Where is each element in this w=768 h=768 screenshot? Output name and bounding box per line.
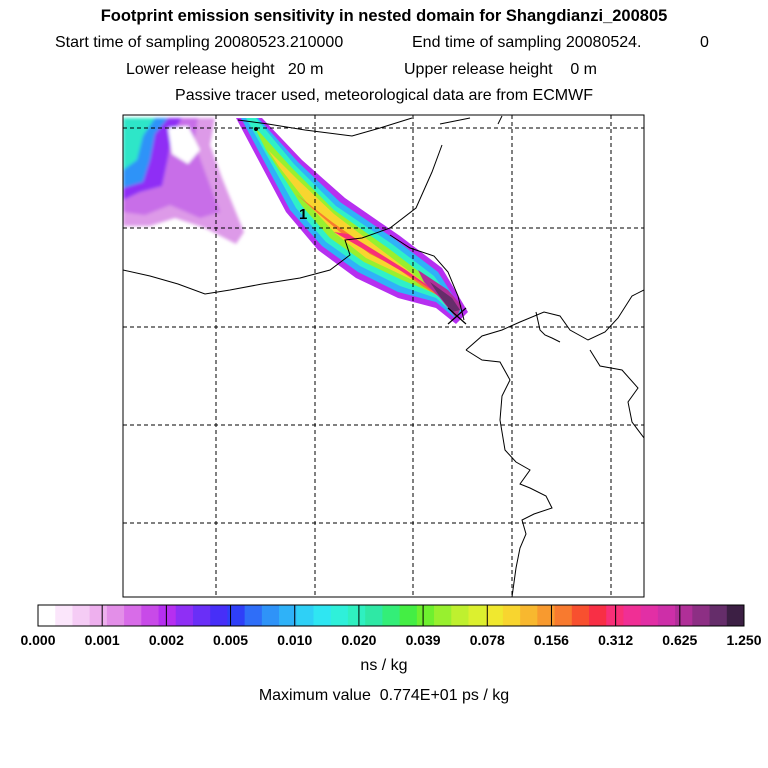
colorbar-frame xyxy=(37,604,745,627)
colorbar-cell xyxy=(692,605,710,626)
colorbar-cell xyxy=(141,605,159,626)
receptor-marker xyxy=(447,307,467,325)
colorbar-cell xyxy=(313,605,332,626)
release-lower-value: 20 m xyxy=(287,61,324,78)
map-label: 1 xyxy=(299,206,307,223)
colorbar-cell xyxy=(296,605,314,626)
colorbar-cell xyxy=(55,605,73,626)
site-dot xyxy=(254,127,258,131)
release-lower: Lower release height 20 m xyxy=(126,62,323,78)
colorbar-cell xyxy=(210,605,228,626)
coastline-peninsula xyxy=(465,289,644,351)
release-upper: Upper release height 0 m xyxy=(404,62,597,78)
colorbar-cell xyxy=(640,605,659,626)
chart-title: Footprint emission sensitivity in nested… xyxy=(100,7,668,25)
colorbar-cell xyxy=(279,605,297,626)
sampling-end-value: 20080524. xyxy=(565,34,642,51)
plot-area: 1 xyxy=(123,115,644,597)
colorbar-tick-label: 0.078 xyxy=(470,632,505,648)
colorbar-cell xyxy=(192,605,211,626)
colorbar-cell xyxy=(451,605,469,626)
colorbar-tick-label: 0.005 xyxy=(213,632,248,648)
colorbar xyxy=(38,605,745,626)
colorbar-tick-label: 0.002 xyxy=(149,632,184,648)
colorbar-cell xyxy=(657,605,676,626)
sampling-start-label: Start time of sampling xyxy=(55,34,210,51)
colorbar-tick-label: 1.250 xyxy=(726,632,761,648)
release-upper-label: Upper release height xyxy=(404,61,553,78)
sampling-end-label: End time of sampling xyxy=(412,34,562,51)
colorbar-tick-label: 0.020 xyxy=(341,632,376,648)
coastline-south xyxy=(465,349,553,597)
coastline-east xyxy=(389,234,465,321)
colorbar-cell xyxy=(227,605,246,626)
colorbar-cell xyxy=(606,605,624,626)
release-lower-label: Lower release height xyxy=(126,61,275,78)
colorbar-cell xyxy=(416,605,435,626)
colorbar-units: ns / kg xyxy=(360,657,408,674)
sampling-end: End time of sampling 20080524. xyxy=(412,35,642,51)
colorbar-cell xyxy=(382,605,401,626)
sampling-start: Start time of sampling 20080523.210000 xyxy=(55,35,343,51)
colorbar-cell xyxy=(261,605,280,626)
colorbar-tick-label: 0.625 xyxy=(662,632,697,648)
coastline-inner xyxy=(535,311,561,343)
colorbar-tick-label: 0.000 xyxy=(20,632,55,648)
colorbar-cell xyxy=(244,605,263,626)
coastlines xyxy=(123,115,644,597)
colorbar-cell xyxy=(571,605,590,626)
colorbar-cell xyxy=(158,605,177,626)
coastline-bay xyxy=(123,144,443,295)
colorbar-tick-label: 0.156 xyxy=(534,632,569,648)
colorbar-cell xyxy=(554,605,573,626)
colorbar-cell xyxy=(399,605,418,626)
map-frame xyxy=(122,114,645,598)
colorbar-cell xyxy=(347,605,366,626)
colorbar-cell xyxy=(365,605,383,626)
colorbar-cell xyxy=(72,605,91,626)
colorbar-cell xyxy=(485,605,504,626)
sampling-start-value: 20080523.210000 xyxy=(214,34,344,51)
colorbar-cell xyxy=(124,605,142,626)
colorbar-cell xyxy=(709,605,728,626)
colorbar-cell xyxy=(468,605,487,626)
coastline-southeast xyxy=(589,349,644,439)
max-value: Maximum value 0.774E+01 ps / kg xyxy=(258,687,510,704)
colorbar-tick-label: 0.039 xyxy=(406,632,441,648)
colorbar-cell xyxy=(726,605,745,626)
sampling-end-suffix: 0 xyxy=(700,34,709,51)
colorbar-cell xyxy=(675,605,693,626)
colorbar-cell xyxy=(520,605,538,626)
colorbar-cell xyxy=(502,605,521,626)
colorbar-cell xyxy=(38,605,56,626)
colorbar-cell xyxy=(434,605,452,626)
border-line-east xyxy=(497,115,503,125)
colorbar-cell xyxy=(623,605,642,626)
emission-plume xyxy=(236,118,468,324)
colorbar-tick-label: 0.010 xyxy=(277,632,312,648)
colorbar-cell xyxy=(175,605,194,626)
colorbar-tick-label: 0.001 xyxy=(85,632,120,648)
border-line-northeast xyxy=(439,117,471,125)
colorbar-cell xyxy=(89,605,108,626)
chart-subtitle: Passive tracer used, meteorological data… xyxy=(175,87,593,104)
colorbar-cell xyxy=(330,605,349,626)
border-line-north xyxy=(237,117,413,137)
colorbar-ticks: 0.000 0.001 0.002 0.005 0.010 0.020 0.039 0.078… xyxy=(20,605,762,648)
release-upper-value: 0 m xyxy=(570,61,597,78)
emission-patch-west xyxy=(123,118,244,244)
map-grid xyxy=(123,115,644,597)
colorbar-cell xyxy=(537,605,555,626)
colorbar-cell xyxy=(589,605,607,626)
colorbar-cell xyxy=(106,605,125,626)
colorbar-tick-label: 0.312 xyxy=(598,632,633,648)
